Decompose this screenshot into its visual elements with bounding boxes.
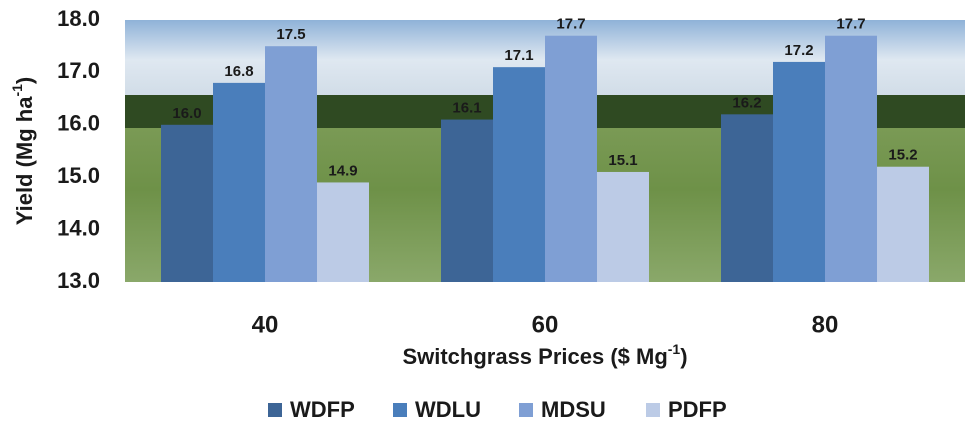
data-label: 17.1	[504, 47, 533, 64]
bar	[213, 83, 265, 282]
data-label: 17.7	[836, 16, 865, 33]
bar	[597, 172, 649, 282]
legend-swatch	[268, 403, 282, 417]
data-label: 16.2	[732, 94, 761, 111]
y-tick-label: 15.0	[57, 163, 100, 188]
legend-label: MDSU	[541, 397, 606, 422]
bar	[545, 36, 597, 282]
y-tick-label: 16.0	[57, 111, 100, 136]
y-tick-label: 18.0	[57, 6, 100, 31]
data-label: 15.1	[608, 152, 637, 169]
data-label: 17.2	[784, 42, 813, 59]
x-axis-label-part: -1	[668, 341, 681, 357]
legend-swatch	[519, 403, 533, 417]
bar	[317, 182, 369, 282]
data-label: 17.5	[276, 26, 305, 43]
data-label: 15.2	[888, 147, 917, 164]
y-tick-label: 14.0	[57, 215, 100, 240]
bar	[825, 36, 877, 282]
data-label: 17.7	[556, 16, 585, 33]
y-tick-label: 17.0	[57, 58, 100, 83]
legend-swatch	[646, 403, 660, 417]
x-axis-label-part: Switchgrass Prices ($ Mg	[402, 344, 667, 369]
data-label: 16.0	[172, 105, 201, 122]
x-tick-label: 40	[252, 311, 279, 338]
data-label: 16.8	[224, 63, 253, 80]
bar	[877, 167, 929, 282]
legend-label: WDLU	[415, 397, 481, 422]
legend-label: WDFP	[290, 397, 355, 422]
bar	[493, 67, 545, 282]
bar	[721, 114, 773, 282]
y-axis-label-part: Yield (Mg ha	[12, 96, 37, 226]
data-label: 16.1	[452, 100, 481, 117]
y-axis-label-part: )	[12, 77, 37, 84]
y-axis-label: Yield (Mg ha-1)	[9, 77, 37, 226]
legend-label: PDFP	[668, 397, 727, 422]
bar	[161, 125, 213, 282]
y-tick-label: 13.0	[57, 268, 100, 293]
x-axis-label: Switchgrass Prices ($ Mg-1)	[402, 341, 687, 369]
bar	[441, 120, 493, 282]
bar	[265, 46, 317, 282]
y-axis-label-part: -1	[9, 84, 25, 97]
x-tick-label: 60	[532, 311, 559, 338]
bar	[773, 62, 825, 282]
x-axis-label-part: )	[680, 344, 687, 369]
x-tick-label: 80	[812, 311, 839, 338]
data-label: 14.9	[328, 162, 357, 179]
legend-swatch	[393, 403, 407, 417]
chart: 13.0 14.0 15.0 16.0 17.0 18.0 40 16.0 16.8 17.5 14…	[0, 0, 974, 423]
